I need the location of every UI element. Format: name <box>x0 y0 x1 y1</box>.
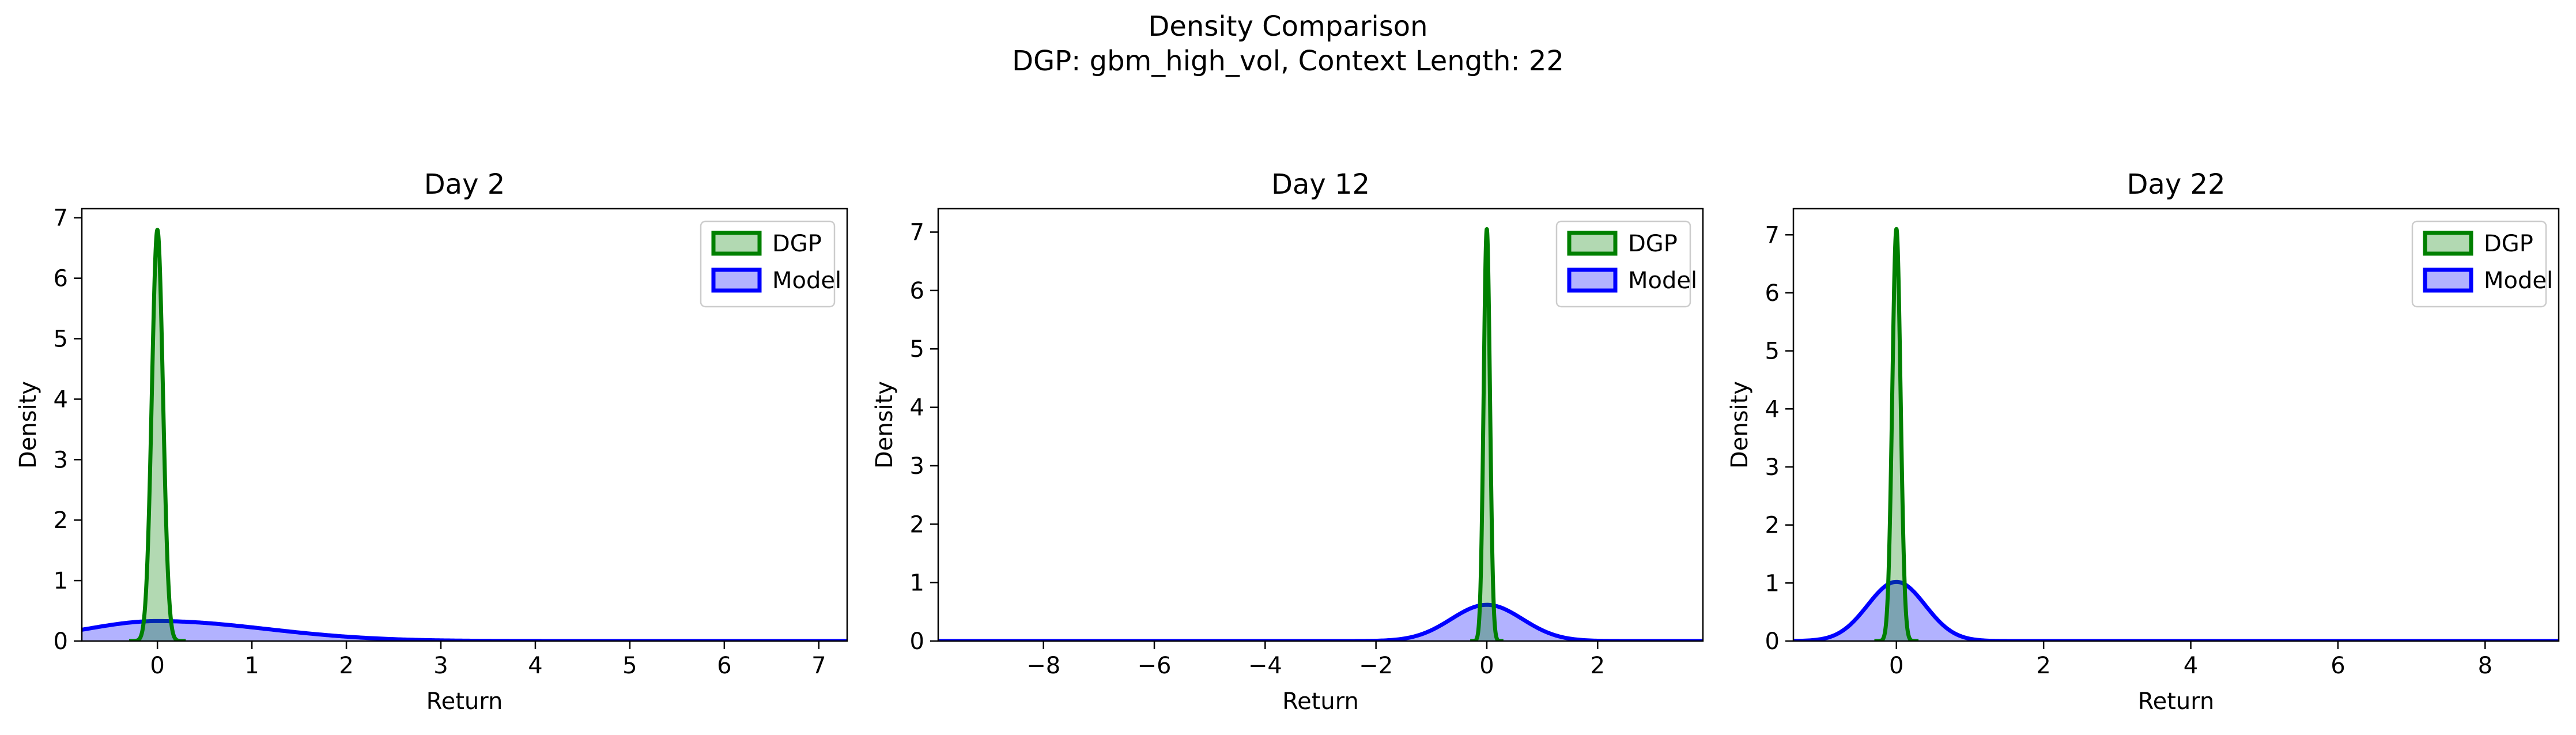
y-tick-label: 7 <box>1765 222 1780 248</box>
y-tick-label: 6 <box>1765 280 1780 307</box>
model-density-line <box>938 602 1703 641</box>
y-tick-label: 4 <box>1765 396 1780 423</box>
plot-area <box>938 227 1703 641</box>
y-tick-label: 2 <box>910 511 924 538</box>
y-tick-label: 0 <box>54 628 68 655</box>
dgp-density-line <box>127 228 188 641</box>
subplot-title: Day 22 <box>2126 168 2225 201</box>
x-axis-label: Return <box>1282 688 1359 715</box>
x-tick-label: 2 <box>2036 653 2050 679</box>
x-tick-label: 8 <box>2478 653 2492 679</box>
dgp-density-fill <box>1470 229 1504 641</box>
subplot-day-2: −8 −6 −4 −2 0 2 0 1 2 3 4 5 6 7 Day 12 Return Density DGP… <box>871 168 1704 715</box>
plot-area <box>1793 227 2559 641</box>
x-tick-label: −8 <box>1026 653 1060 679</box>
legend: DGP Model <box>700 220 841 308</box>
y-tick-label: 3 <box>54 447 68 473</box>
y-tick-label: 6 <box>910 278 924 304</box>
dgp-legend-label: DGP <box>2484 231 2533 257</box>
model-legend-label: Model <box>1628 267 1697 294</box>
x-tick-label: 1 <box>244 653 259 679</box>
legend-frame <box>700 220 836 308</box>
y-tick-label: 1 <box>910 570 924 597</box>
y-tick-label: 4 <box>910 395 924 421</box>
axes-frame <box>81 208 848 642</box>
dgp-density-line <box>1872 227 1921 641</box>
figure-title: Density Comparison <box>1148 10 1427 43</box>
y-tick-label: 0 <box>910 628 924 655</box>
y-axis-label: Density <box>15 381 41 469</box>
y-tick-label: 7 <box>54 205 68 232</box>
axes-frame <box>1792 208 2560 642</box>
y-tick-label: 6 <box>54 266 68 292</box>
y-axis-label: Density <box>871 381 898 469</box>
y-tick-label: 1 <box>1765 570 1780 597</box>
dgp-legend-label: DGP <box>1628 231 1678 257</box>
subplot-title: Day 12 <box>1271 168 1370 201</box>
model-density-fill <box>1793 582 2559 641</box>
x-tick-label: 4 <box>2184 653 2198 679</box>
y-tick-label: 2 <box>54 507 68 534</box>
x-tick-label: −6 <box>1138 653 1172 679</box>
y-tick-label: 7 <box>910 220 924 246</box>
y-tick-label: 4 <box>54 386 68 413</box>
x-tick-label: 7 <box>811 653 826 679</box>
x-tick-label: −4 <box>1248 653 1282 679</box>
y-axis-label: Density <box>1727 381 1753 469</box>
y-tick-label: 5 <box>910 336 924 363</box>
y-tick-label: 3 <box>910 453 924 480</box>
x-tick-label: 6 <box>2331 653 2345 679</box>
dgp-legend-swatch <box>711 231 762 256</box>
dgp-legend-swatch <box>2423 231 2473 256</box>
y-tick-label: 1 <box>54 568 68 594</box>
model-legend-label: Model <box>772 267 841 294</box>
subplot-panels: 0 1 2 3 4 5 6 7 0 1 2 3 4 5 6 7 Day 2 Return Density DGP Mod… <box>15 168 2560 715</box>
axes-frame <box>937 208 1704 642</box>
x-tick-label: 2 <box>1591 653 1605 679</box>
legend-frame <box>2411 220 2547 308</box>
x-tick-label: 4 <box>528 653 542 679</box>
x-tick-label: 0 <box>1889 653 1903 679</box>
dgp-density-fill <box>1874 229 1919 641</box>
y-tick-label: 0 <box>1765 628 1780 655</box>
subplot-title: Day 2 <box>424 168 505 201</box>
y-tick-label: 3 <box>1765 454 1780 481</box>
x-tick-label: 2 <box>339 653 353 679</box>
subplot-day-3: 0 2 4 6 8 0 1 2 3 4 5 6 7 Day 22 Return Density DGP Model <box>1727 168 2560 715</box>
model-legend-swatch <box>711 267 762 293</box>
model-legend-swatch <box>1567 267 1618 293</box>
subplot-day-1: 0 1 2 3 4 5 6 7 0 1 2 3 4 5 6 7 Day 2 Return Density DGP Mod… <box>15 168 848 715</box>
model-legend-swatch <box>2423 267 2473 293</box>
x-tick-label: 5 <box>622 653 637 679</box>
x-tick-label: −2 <box>1359 653 1393 679</box>
dgp-legend-label: DGP <box>772 231 822 257</box>
x-tick-label: 0 <box>1479 653 1494 679</box>
y-tick-label: 5 <box>1765 338 1780 365</box>
x-axis-label: Return <box>426 688 503 715</box>
model-density-line <box>1793 579 2559 641</box>
dgp-density-line <box>1468 227 1506 641</box>
dgp-density-fill <box>129 229 186 641</box>
y-tick-label: 5 <box>54 326 68 353</box>
dgp-legend-swatch <box>1567 231 1618 256</box>
model-legend-label: Model <box>2484 267 2553 294</box>
model-density-fill <box>82 621 847 641</box>
x-axis-label: Return <box>2138 688 2215 715</box>
x-tick-label: 6 <box>717 653 731 679</box>
x-tick-label: 3 <box>433 653 448 679</box>
figure-subtitle: DGP: gbm_high_vol, Context Length: 22 <box>1012 45 1564 77</box>
legend-frame <box>1555 220 1691 308</box>
legend: DGP Model <box>1555 220 1697 308</box>
y-tick-label: 2 <box>1765 512 1780 539</box>
legend: DGP Model <box>2411 220 2553 308</box>
x-tick-label: 0 <box>150 653 164 679</box>
